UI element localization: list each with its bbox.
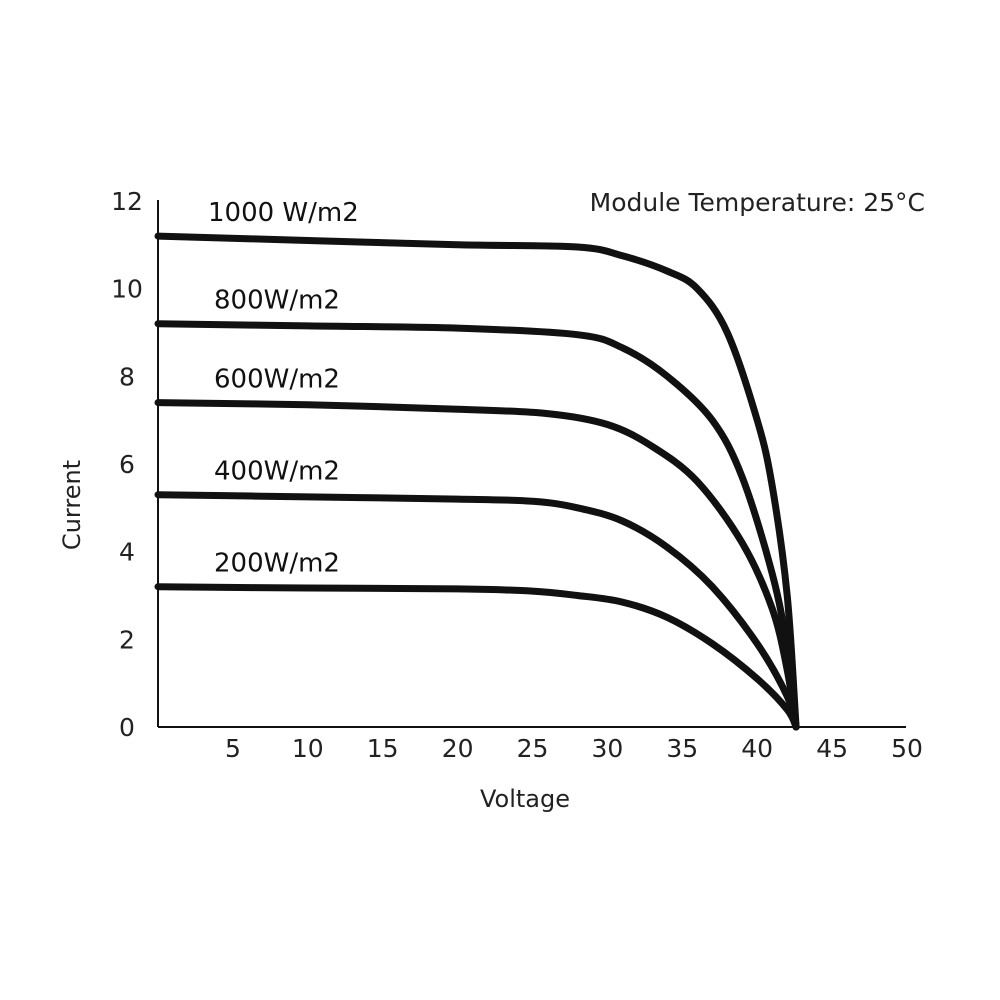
y-tick-labels: 0 2 4 6 8 10 12 xyxy=(111,187,143,742)
series-line-2 xyxy=(154,399,800,731)
module-temperature-annotation: Module Temperature: 25°C xyxy=(590,188,925,217)
x-tick-label: 10 xyxy=(292,734,324,763)
series-line-1 xyxy=(154,320,800,731)
x-axis-title: Voltage xyxy=(480,785,570,813)
y-axis-title: Current xyxy=(58,460,86,550)
x-tick-label: 50 xyxy=(891,734,923,763)
x-tick-label: 40 xyxy=(741,734,773,763)
y-tick-label: 4 xyxy=(119,538,135,567)
y-tick-label: 8 xyxy=(119,362,135,391)
series-label-1: 800W/m2 xyxy=(214,286,340,316)
series-line-0 xyxy=(154,232,800,731)
series-labels: 1000 W/m2 800W/m2 600W/m2 400W/m2 200W/m2 xyxy=(208,198,359,579)
y-tick-label: 0 xyxy=(119,713,135,742)
x-tick-label: 20 xyxy=(442,734,474,763)
y-tick-label: 12 xyxy=(111,187,143,216)
series-label-3: 400W/m2 xyxy=(214,457,340,487)
series-label-0: 1000 W/m2 xyxy=(208,198,359,228)
x-tick-label: 35 xyxy=(666,734,698,763)
x-tick-label: 5 xyxy=(225,734,241,763)
x-tick-label: 45 xyxy=(816,734,848,763)
series-layer xyxy=(154,232,800,731)
y-tick-label: 2 xyxy=(119,625,135,654)
x-tick-labels: 5 10 15 20 25 30 35 40 45 50 xyxy=(225,734,923,763)
y-tick-label: 6 xyxy=(119,450,135,479)
series-label-4: 200W/m2 xyxy=(214,549,340,579)
x-tick-label: 15 xyxy=(367,734,399,763)
x-tick-label: 25 xyxy=(517,734,549,763)
x-tick-label: 30 xyxy=(591,734,623,763)
y-tick-label: 10 xyxy=(111,275,143,304)
series-line-4 xyxy=(154,583,800,731)
series-line-3 xyxy=(154,491,800,731)
series-label-2: 600W/m2 xyxy=(214,365,340,395)
